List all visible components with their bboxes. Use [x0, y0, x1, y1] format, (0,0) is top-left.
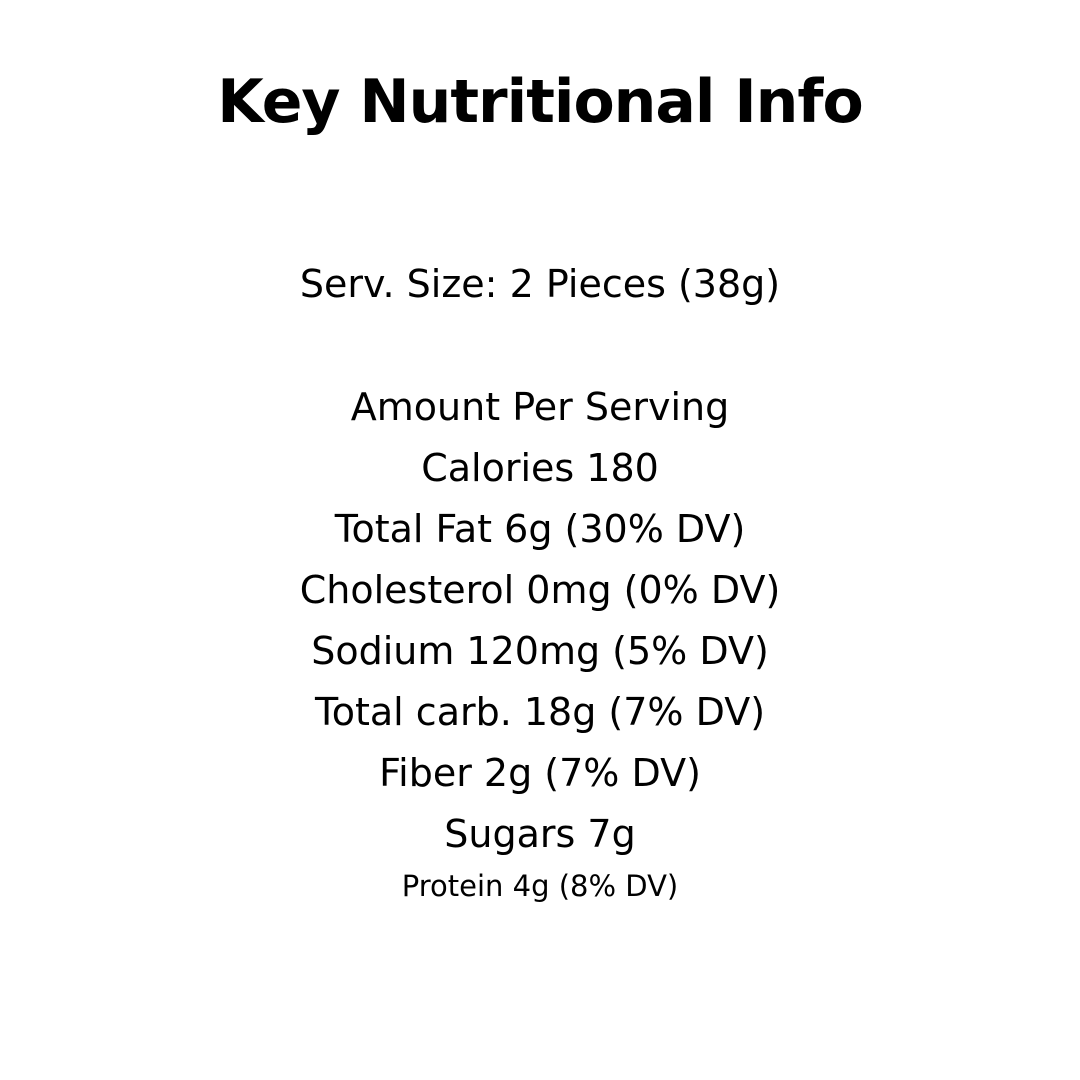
- fiber: Fiber 2g (7% DV): [379, 751, 701, 795]
- sodium: Sodium 120mg (5% DV): [311, 629, 769, 673]
- sugars: Sugars 7g: [444, 812, 636, 856]
- nutrition-list: Amount Per Serving Calories 180 Total Fa…: [0, 378, 1080, 906]
- amount-per-serving: Amount Per Serving: [350, 385, 730, 429]
- serving-size: Serv. Size: 2 Pieces (38g): [299, 262, 781, 306]
- total-fat: Total Fat 6g (30% DV): [334, 507, 746, 551]
- calories: Calories 180: [421, 446, 659, 490]
- total-carb: Total carb. 18g (7% DV): [314, 690, 766, 734]
- page-title: Key Nutritional Info: [217, 67, 863, 137]
- protein: Protein 4g (8% DV): [401, 869, 679, 903]
- cholesterol: Cholesterol 0mg (0% DV): [299, 568, 781, 612]
